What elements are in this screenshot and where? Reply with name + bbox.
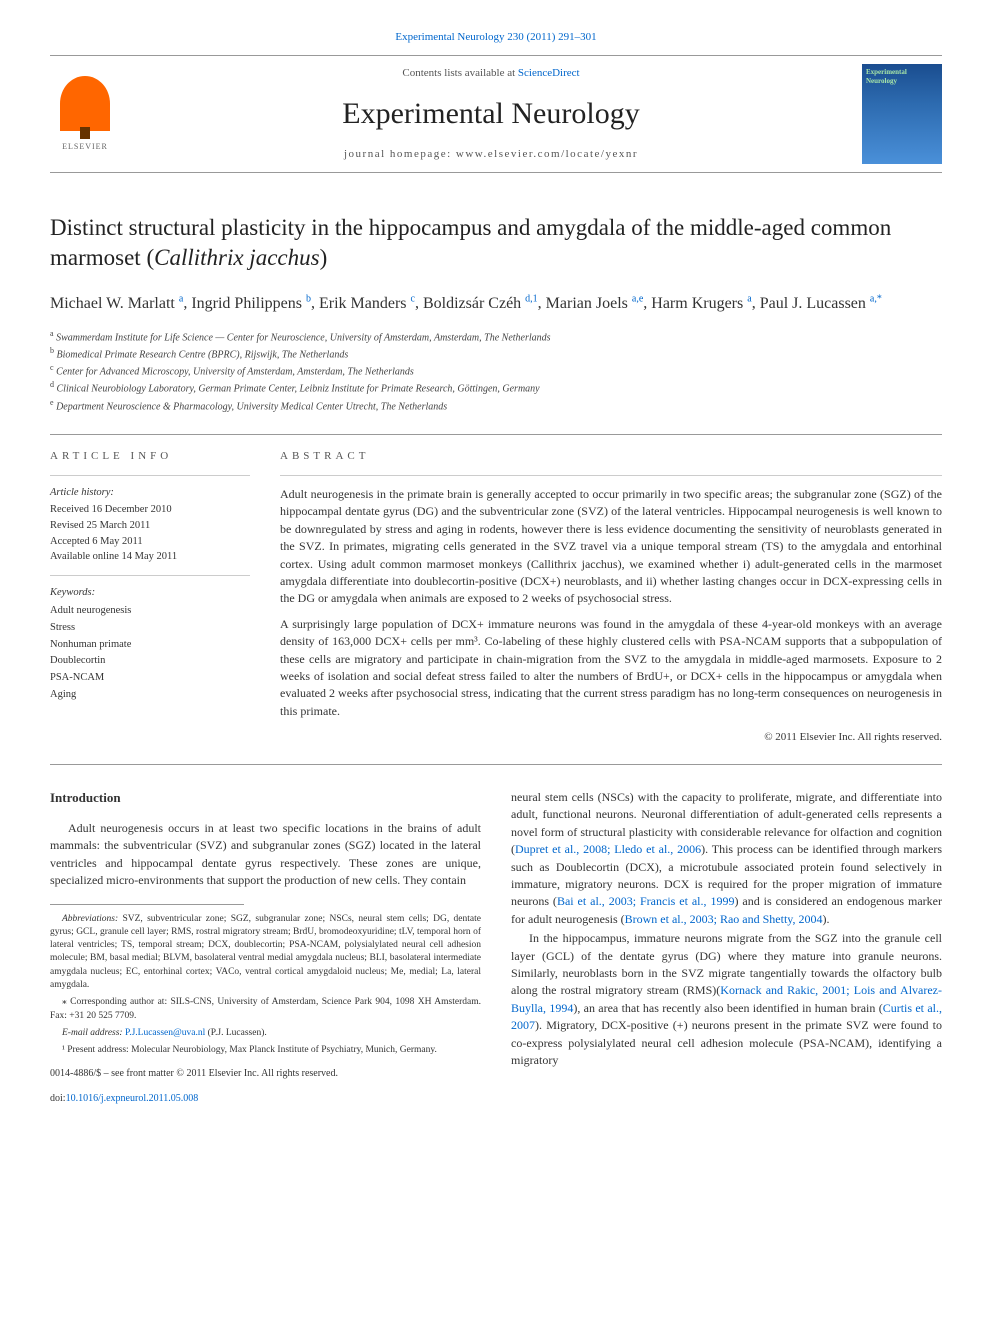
citation-link[interactable]: Bai et al., 2003; Francis et al., 1999: [557, 894, 735, 908]
author: Boldizsár Czéh d,1: [423, 295, 538, 312]
introduction-heading: Introduction: [50, 789, 481, 808]
intro-col2-p1: neural stem cells (NSCs) with the capaci…: [511, 789, 942, 928]
citation-link[interactable]: Dupret et al., 2008; Lledo et al., 2006: [515, 842, 701, 856]
doi-link[interactable]: 10.1016/j.expneurol.2011.05.008: [66, 1093, 199, 1104]
doi-line: doi:10.1016/j.expneurol.2011.05.008: [50, 1092, 481, 1107]
keywords-list: Adult neurogenesisStressNonhuman primate…: [50, 603, 250, 704]
elsevier-tree-icon: [60, 76, 110, 131]
title-close: ): [320, 245, 328, 270]
doi-label: doi:: [50, 1093, 66, 1104]
authors-list: Michael W. Marlatt a, Ingrid Philippens …: [50, 291, 942, 315]
journal-citation-link[interactable]: Experimental Neurology 230 (2011) 291–30…: [50, 30, 942, 45]
keyword: Adult neurogenesis: [50, 603, 250, 620]
journal-homepage-line: journal homepage: www.elsevier.com/locat…: [140, 147, 842, 162]
contents-available-line: Contents lists available at ScienceDirec…: [140, 66, 842, 81]
present-label: ¹ Present address:: [62, 1045, 131, 1055]
email-footnote: E-mail address: P.J.Lucassen@uva.nl (P.J…: [50, 1027, 481, 1040]
citation-link[interactable]: Brown et al., 2003; Rao and Shetty, 2004: [625, 912, 823, 926]
present-text: Molecular Neurobiology, Max Planck Insti…: [131, 1045, 437, 1055]
abstract-header: abstract: [280, 449, 942, 465]
citation-link[interactable]: Kornack and Rakic, 2001; Lois and Alvare…: [511, 983, 942, 1014]
affiliations-list: a Swammerdam Institute for Life Science …: [50, 328, 942, 415]
revised-date: Revised 25 March 2011: [50, 518, 250, 534]
contents-prefix: Contents lists available at: [402, 67, 517, 79]
footnote-divider: [50, 904, 244, 905]
article-info-header: article info: [50, 449, 250, 464]
abbrev-text: SVZ, subventricular zone; SGZ, subgranul…: [50, 914, 481, 990]
corresponding-email-link[interactable]: P.J.Lucassen@uva.nl: [125, 1028, 205, 1038]
keywords-label: Keywords:: [50, 586, 250, 601]
journal-header-banner: ELSEVIER Contents lists available at Sci…: [50, 55, 942, 173]
received-date: Received 16 December 2010: [50, 502, 250, 518]
abbreviations-footnote: Abbreviations: SVZ, subventricular zone;…: [50, 913, 481, 993]
elsevier-logo: ELSEVIER: [50, 74, 120, 154]
abstract-p2: A surprisingly large population of DCX+ …: [280, 616, 942, 720]
corresponding-author-footnote: ⁎ Corresponding author at: SILS-CNS, Uni…: [50, 996, 481, 1023]
journal-name: Experimental Neurology: [140, 93, 842, 135]
affiliation: b Biomedical Primate Research Centre (BP…: [50, 345, 942, 362]
left-column: Introduction Adult neurogenesis occurs i…: [50, 789, 481, 1106]
sciencedirect-link[interactable]: ScienceDirect: [518, 67, 580, 79]
corr-label: ⁎ Corresponding author at:: [62, 997, 170, 1007]
citation-link[interactable]: Curtis et al., 2007: [511, 1001, 942, 1032]
affiliation: c Center for Advanced Microscopy, Univer…: [50, 362, 942, 379]
keyword: Doublecortin: [50, 653, 250, 670]
accepted-date: Accepted 6 May 2011: [50, 534, 250, 550]
author: Erik Manders c: [319, 295, 415, 312]
history-label: Article history:: [50, 486, 250, 501]
affiliation: d Clinical Neurobiology Laboratory, Germ…: [50, 379, 942, 396]
info-abstract-row: article info Article history: Received 1…: [50, 434, 942, 765]
author: Paul J. Lucassen a,*: [760, 295, 882, 312]
author: Ingrid Philippens b: [191, 295, 311, 312]
title-species-italic: Callithrix jacchus: [154, 245, 319, 270]
keyword: PSA-NCAM: [50, 670, 250, 687]
author: Marian Joels a,e: [546, 295, 644, 312]
article-title: Distinct structural plasticity in the hi…: [50, 213, 942, 273]
issn-copyright-line: 0014-4886/$ – see front matter © 2011 El…: [50, 1067, 481, 1082]
email-paren: (P.J. Lucassen).: [205, 1028, 266, 1038]
keyword: Nonhuman primate: [50, 637, 250, 654]
journal-cover-thumbnail: Experimental Neurology: [862, 64, 942, 164]
author: Harm Krugers a: [651, 295, 751, 312]
present-address-footnote: ¹ Present address: Molecular Neurobiolog…: [50, 1044, 481, 1057]
affiliation: a Swammerdam Institute for Life Science …: [50, 328, 942, 345]
intro-col1-p1: Adult neurogenesis occurs in at least tw…: [50, 820, 481, 890]
keyword: Aging: [50, 687, 250, 704]
keyword: Stress: [50, 620, 250, 637]
footnotes-block: Abbreviations: SVZ, subventricular zone;…: [50, 913, 481, 1058]
abbrev-label: Abbreviations:: [62, 914, 118, 924]
intro-col2-p2: In the hippocampus, immature neurons mig…: [511, 930, 942, 1069]
email-label: E-mail address:: [62, 1028, 125, 1038]
header-center: Contents lists available at ScienceDirec…: [140, 66, 842, 163]
abstract-p1: Adult neurogenesis in the primate brain …: [280, 486, 942, 608]
affiliation: e Department Neuroscience & Pharmacology…: [50, 397, 942, 414]
right-column: neural stem cells (NSCs) with the capaci…: [511, 789, 942, 1106]
abstract-copyright: © 2011 Elsevier Inc. All rights reserved…: [280, 730, 942, 746]
homepage-prefix: journal homepage:: [344, 148, 456, 160]
homepage-url[interactable]: www.elsevier.com/locate/yexnr: [456, 148, 638, 160]
author: Michael W. Marlatt a: [50, 295, 183, 312]
abstract-block: abstract Adult neurogenesis in the prima…: [280, 449, 942, 746]
journal-citation-text[interactable]: Experimental Neurology 230 (2011) 291–30…: [395, 31, 596, 43]
elsevier-label: ELSEVIER: [62, 141, 108, 152]
online-date: Available online 14 May 2011: [50, 549, 250, 565]
cover-title: Experimental Neurology: [866, 68, 938, 85]
body-two-columns: Introduction Adult neurogenesis occurs i…: [50, 789, 942, 1106]
article-info-block: article info Article history: Received 1…: [50, 449, 250, 746]
